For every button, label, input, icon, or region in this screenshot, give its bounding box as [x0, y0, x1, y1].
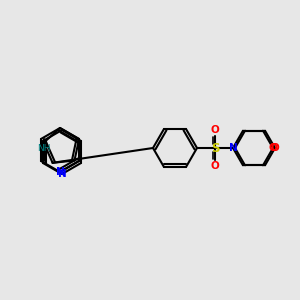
Text: O: O — [211, 161, 219, 171]
Text: O: O — [271, 143, 279, 153]
Text: N: N — [56, 167, 64, 177]
Text: O: O — [211, 125, 219, 135]
Text: N: N — [58, 169, 66, 179]
Text: O: O — [268, 143, 278, 153]
Text: N: N — [229, 143, 237, 153]
Text: S: S — [211, 142, 219, 154]
Text: NH: NH — [37, 144, 50, 153]
